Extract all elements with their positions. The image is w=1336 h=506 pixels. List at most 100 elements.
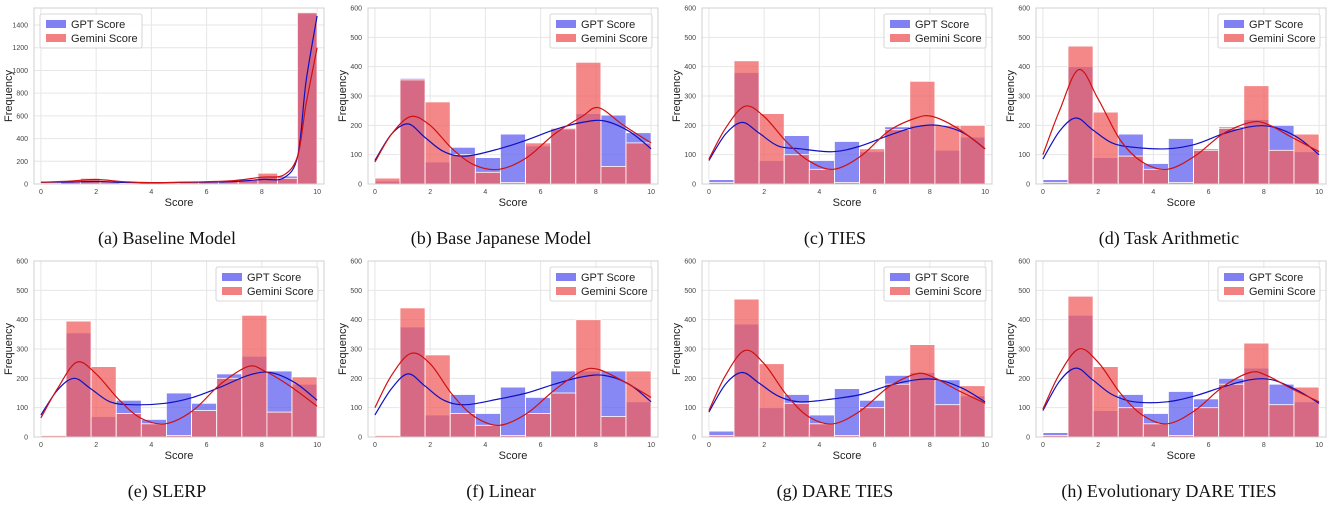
x-tick-label: 2 xyxy=(94,442,98,449)
legend-label-gemini: Gemini Score xyxy=(915,33,982,45)
gemini-score-bar xyxy=(399,307,426,438)
x-tick-label: 6 xyxy=(1207,442,1211,449)
y-tick-label: 300 xyxy=(350,94,362,101)
y-tick-label: 500 xyxy=(684,288,696,295)
y-axis-label: Frequency xyxy=(337,70,349,122)
gemini-score-bar xyxy=(783,402,810,438)
x-tick-label: 2 xyxy=(1096,442,1100,449)
y-tick-label: 0 xyxy=(1026,435,1030,442)
legend-swatch-gpt xyxy=(222,273,242,281)
y-tick-label: 0 xyxy=(692,182,696,189)
y-tick-label: 500 xyxy=(1018,288,1030,295)
gemini-score-bar xyxy=(1117,407,1144,438)
legend: GPT Score Gemini Score xyxy=(883,266,987,302)
gpt-score-bar xyxy=(833,141,860,185)
gemini-score-bar xyxy=(1218,383,1245,438)
gemini-score-bar xyxy=(291,376,318,438)
x-tick-label: 8 xyxy=(594,189,598,196)
gemini-score-bar xyxy=(859,407,886,438)
x-tick-label: 8 xyxy=(594,442,598,449)
gemini-score-bar xyxy=(758,363,785,438)
y-tick-label: 100 xyxy=(350,152,362,159)
y-tick-label: 200 xyxy=(350,376,362,383)
x-tick-label: 8 xyxy=(928,442,932,449)
histogram-chart: 0 2 4 6 8 100100200300400500600ScoreFrequency… xyxy=(337,6,659,209)
histogram-chart: 0 2 4 6 8 100100200300400500600ScoreFrequency… xyxy=(671,6,993,209)
y-tick-label: 0 xyxy=(24,435,28,442)
y-tick-label: 300 xyxy=(684,94,696,101)
y-tick-label: 0 xyxy=(24,182,28,189)
histogram-panel: 0 2 4 6 8 10 0 100 200 300 400 500 600 Score Frequency… xyxy=(668,0,1002,253)
y-tick-label: 600 xyxy=(1018,6,1030,13)
legend-swatch-gemini xyxy=(556,34,576,42)
legend-swatch-gpt xyxy=(890,273,910,281)
legend-label-gpt: GPT Score xyxy=(915,19,969,31)
legend-label-gemini: Gemini Score xyxy=(247,286,314,298)
legend-label-gpt: GPT Score xyxy=(1249,19,1303,31)
subfigure-caption: (h) Evolutionary DARE TIES xyxy=(1061,481,1277,501)
x-tick-label: 10 xyxy=(647,442,655,449)
legend-label-gpt: GPT Score xyxy=(71,19,125,31)
y-tick-label: 100 xyxy=(1018,152,1030,159)
gemini-score-bar xyxy=(449,154,476,185)
y-tick-label: 300 xyxy=(1018,347,1030,354)
x-axis-label: Score xyxy=(165,197,194,209)
y-tick-label: 300 xyxy=(684,347,696,354)
y-tick-label: 1200 xyxy=(12,45,28,52)
x-tick-label: 8 xyxy=(260,189,264,196)
plot-frame xyxy=(701,7,993,185)
legend: GPT Score Gemini Score xyxy=(1217,13,1321,49)
y-tick-label: 0 xyxy=(1026,182,1030,189)
gemini-score-bar xyxy=(1142,423,1169,438)
legend-swatch-gpt xyxy=(46,20,66,28)
legend-label-gpt: GPT Score xyxy=(581,19,635,31)
x-axis-label: Score xyxy=(1167,450,1196,462)
y-tick-label: 500 xyxy=(16,288,28,295)
gemini-kde-line xyxy=(374,352,652,426)
y-tick-label: 600 xyxy=(684,6,696,13)
plot-frame xyxy=(367,260,659,438)
plot-frame xyxy=(367,7,659,185)
gemini-score-bar xyxy=(884,129,911,185)
histogram-panel: 0 2 4 6 8 10 0 100 200 300 400 500 600 Score Frequency… xyxy=(334,0,668,253)
gpt-kde-line xyxy=(40,371,318,416)
gemini-score-bar xyxy=(1067,45,1094,185)
histogram-chart: 0 2 4 6 8 100100200300400500600ScoreFrequency… xyxy=(671,259,993,462)
y-tick-label: 600 xyxy=(1018,259,1030,266)
y-tick-label: 1000 xyxy=(12,68,28,75)
plot-frame xyxy=(1035,7,1327,185)
gemini-score-bar xyxy=(550,392,577,438)
y-tick-label: 400 xyxy=(1018,64,1030,71)
subfigure-caption: (b) Base Japanese Model xyxy=(410,228,592,248)
gemini-score-bar xyxy=(374,177,401,185)
y-axis-label: Frequency xyxy=(3,70,15,122)
gemini-score-bar xyxy=(1243,342,1270,438)
y-tick-label: 0 xyxy=(358,182,362,189)
y-tick-label: 600 xyxy=(16,113,28,120)
gemini-score-bar xyxy=(884,383,911,438)
x-tick-label: 6 xyxy=(205,189,209,196)
x-tick-label: 8 xyxy=(928,189,932,196)
x-tick-label: 2 xyxy=(428,442,432,449)
legend-label-gemini: Gemini Score xyxy=(1249,286,1316,298)
subfigure-caption: (e) SLERP xyxy=(127,481,207,501)
y-tick-label: 100 xyxy=(684,152,696,159)
y-tick-label: 200 xyxy=(16,376,28,383)
x-tick-label: 0 xyxy=(39,189,43,196)
gemini-score-bar xyxy=(1243,85,1270,185)
x-tick-label: 4 xyxy=(483,442,487,449)
x-tick-label: 4 xyxy=(817,189,821,196)
y-tick-label: 500 xyxy=(350,288,362,295)
gemini-kde-line xyxy=(40,361,318,425)
x-tick-label: 4 xyxy=(1151,189,1155,196)
gemini-kde-line xyxy=(1042,68,1320,171)
x-tick-label: 10 xyxy=(1315,189,1323,196)
legend-label-gpt: GPT Score xyxy=(1249,272,1303,284)
histogram-chart: 0 2 4 6 8 10 0 200 400 600 800 1000 1200 1400 Score Fre… xyxy=(3,7,325,209)
legend-swatch-gpt xyxy=(1224,20,1244,28)
y-tick-label: 300 xyxy=(350,347,362,354)
legend-swatch-gemini xyxy=(1224,34,1244,42)
histogram-panel: 0 2 4 6 8 10 0 100 200 300 400 500 600 Score Frequency… xyxy=(1002,0,1336,253)
subfigure-caption: (c) TIES xyxy=(803,228,867,248)
gemini-score-bar xyxy=(474,424,501,438)
